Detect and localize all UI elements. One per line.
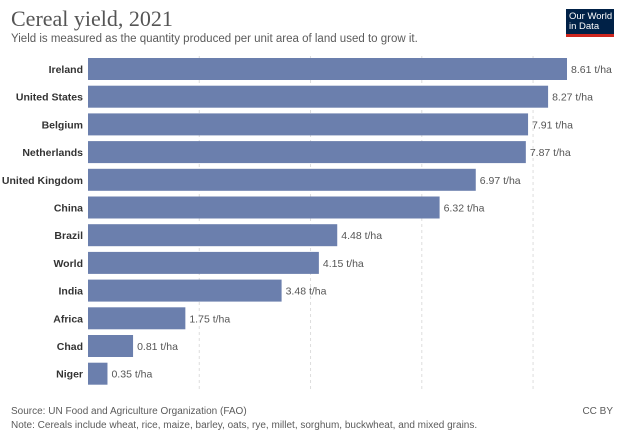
- bar-ireland[interactable]: [88, 58, 567, 80]
- bar-chad[interactable]: [88, 335, 134, 357]
- bar-brazil[interactable]: [88, 224, 338, 247]
- category-label-world: World: [53, 258, 83, 270]
- bar-chart: Ireland 8.61 t/ha United States 8.27 t/ha Be…: [2, 56, 612, 391]
- license-link[interactable]: CC BY: [582, 406, 613, 417]
- value-label-chad: 0.81 t/ha: [137, 341, 178, 353]
- category-label-niger: Niger: [56, 369, 83, 381]
- logo-line-1: Our World: [569, 11, 613, 22]
- category-label-united-states: United States: [16, 92, 83, 104]
- bar-niger[interactable]: [88, 362, 108, 385]
- category-label-netherlands: Netherlands: [22, 147, 83, 159]
- chart-title: Cereal yield, 2021: [11, 6, 173, 31]
- value-label-niger: 0.35 t/ha: [111, 369, 152, 381]
- category-label-ireland: Ireland: [49, 64, 83, 76]
- footnote: Note: Cereals include wheat, rice, maize…: [11, 420, 478, 431]
- bar-belgium[interactable]: [88, 113, 529, 136]
- category-label-belgium: Belgium: [42, 119, 83, 131]
- bar-united-states[interactable]: [88, 85, 549, 108]
- value-label-africa: 1.75 t/ha: [189, 313, 230, 325]
- bar-netherlands[interactable]: [88, 141, 526, 164]
- source-note: Source: UN Food and Agriculture Organiza…: [11, 406, 247, 417]
- category-label-brazil: Brazil: [54, 230, 83, 242]
- bar-africa[interactable]: [88, 307, 186, 330]
- bar-united-kingdom[interactable]: [88, 168, 476, 191]
- value-label-united-kingdom: 6.97 t/ha: [480, 175, 521, 187]
- value-label-ireland: 8.61 t/ha: [571, 64, 612, 76]
- category-label-africa: Africa: [53, 313, 83, 325]
- category-label-united-kingdom: United Kingdom: [2, 175, 83, 187]
- value-label-belgium: 7.91 t/ha: [532, 119, 573, 131]
- owid-logo[interactable]: Our World in Data: [566, 9, 614, 37]
- bar-china[interactable]: [88, 196, 440, 219]
- value-label-brazil: 4.48 t/ha: [341, 230, 382, 242]
- value-label-united-states: 8.27 t/ha: [552, 92, 593, 104]
- category-label-india: India: [58, 286, 83, 298]
- logo-line-2: in Data: [569, 21, 600, 32]
- value-label-world: 4.15 t/ha: [323, 258, 364, 270]
- value-label-netherlands: 7.87 t/ha: [530, 147, 571, 159]
- chart-subtitle: Yield is measured as the quantity produc…: [11, 33, 418, 45]
- category-label-chad: Chad: [57, 341, 83, 353]
- value-label-china: 6.32 t/ha: [444, 203, 485, 215]
- value-label-india: 3.48 t/ha: [286, 286, 327, 298]
- category-label-china: China: [54, 203, 83, 215]
- bar-india[interactable]: [88, 279, 282, 302]
- bar-world[interactable]: [88, 251, 319, 274]
